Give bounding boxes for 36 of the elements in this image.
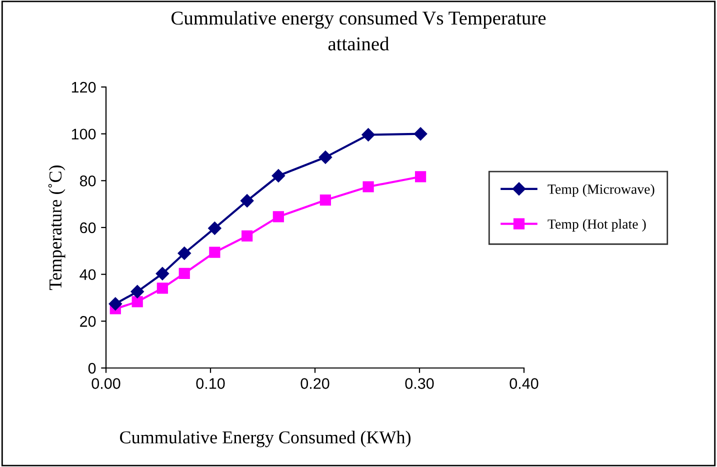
legend-label: Temp (Hot plate ) <box>548 219 646 232</box>
point <box>130 285 144 298</box>
point <box>272 211 284 222</box>
y-tick-label: 40 <box>80 269 96 280</box>
x-axis-title: Cummulative Energy Consumed (KWh) <box>120 430 411 448</box>
y-tick-label: 20 <box>80 316 96 327</box>
y-tick-label: 80 <box>80 176 96 186</box>
legend-label: Temp (Microwave) <box>548 184 654 197</box>
point <box>414 171 426 182</box>
point <box>209 246 220 258</box>
x-tick-label: 0.00 <box>92 378 120 389</box>
point <box>362 181 374 192</box>
point <box>318 150 332 164</box>
point <box>320 194 332 206</box>
point <box>272 169 286 182</box>
point <box>208 222 222 235</box>
y-tick-label: 0 <box>88 362 96 374</box>
point <box>362 128 375 142</box>
y-tick-label: 120 <box>72 82 96 93</box>
point <box>240 194 254 208</box>
y-axis-title: Temperature (˚C) <box>48 166 66 290</box>
x-tick-label: 0.20 <box>300 378 330 389</box>
y-tick-label: 100 <box>72 128 96 140</box>
point <box>242 230 253 242</box>
chart-title: Cummulative energy consumed Vs Temperature attained <box>172 10 546 50</box>
point <box>414 127 428 140</box>
point <box>156 282 168 294</box>
y-tick-label: 60 <box>80 222 96 234</box>
point <box>178 268 190 279</box>
x-tick-label: 0.40 <box>510 378 538 389</box>
x-tick-label: 0.30 <box>405 378 434 389</box>
point <box>132 296 143 308</box>
point <box>156 267 170 280</box>
x-tick-label: 0.10 <box>196 378 225 389</box>
point <box>178 246 191 260</box>
point <box>108 297 122 310</box>
